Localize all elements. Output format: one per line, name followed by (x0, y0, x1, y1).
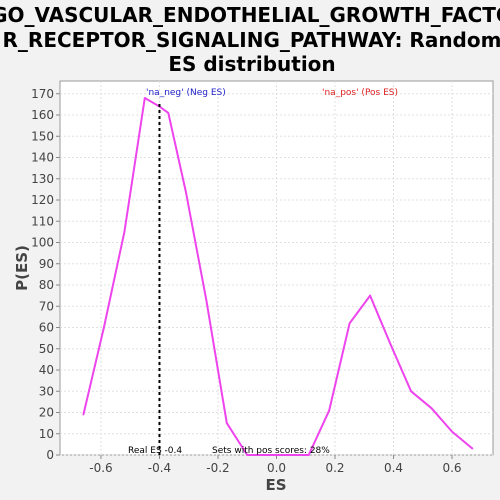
pos-sets-label: Sets with pos scores: 28% (212, 446, 330, 456)
data-point (266, 454, 269, 456)
data-point (389, 343, 392, 346)
y-tick-label: 70 (39, 299, 54, 313)
y-tick-label: 120 (31, 193, 54, 207)
data-point (185, 190, 187, 193)
y-tick-label: 90 (39, 257, 54, 271)
plot-area (59, 80, 494, 456)
y-axis-ticks: 0 10 20 30 40 50 60 70 80 90 100 110 120 130 140 150 160… (31, 87, 60, 462)
y-tick-label: 80 (39, 278, 54, 292)
x-axis-ticks: -0.6 -0.4 -0.2 0.0 0.2 0.4 0.6 (89, 455, 462, 475)
y-tick-label: 60 (39, 321, 54, 335)
y-tick-label: 130 (31, 172, 54, 186)
neg-es-label: 'na_neg' (Neg ES) (146, 88, 226, 98)
data-point (348, 322, 351, 325)
y-tick-label: 160 (31, 108, 54, 122)
y-tick-label: 50 (39, 342, 54, 356)
data-point (205, 299, 208, 301)
y-tick-label: 20 (39, 406, 54, 420)
data-point (451, 430, 453, 433)
y-tick-label: 40 (39, 363, 54, 377)
chart-title-line-2: R_RECEPTOR_SIGNALING_PATHWAY: Random (3, 28, 500, 52)
chart-title-line-3: ES distribution (168, 52, 335, 76)
y-axis-label: P(ES) (13, 245, 31, 291)
x-tick-label: -0.6 (89, 461, 112, 475)
data-point (82, 413, 85, 416)
data-point (287, 454, 290, 456)
series-group (82, 97, 474, 456)
y-tick-label: 170 (31, 87, 54, 101)
y-tick-label: 100 (31, 236, 54, 250)
x-tick-label: 0.0 (267, 461, 286, 475)
chart-title-line-1: GO_VASCULAR_ENDOTHELIAL_GROWTH_FACTO (0, 3, 500, 27)
x-tick-label: -0.2 (206, 461, 229, 475)
data-point (369, 294, 371, 297)
y-tick-label: 140 (31, 151, 54, 165)
x-axis-label: ES (265, 476, 286, 494)
data-point (410, 390, 412, 393)
data-point (430, 407, 433, 410)
y-tick-label: 0 (46, 448, 54, 462)
y-tick-label: 110 (31, 214, 54, 228)
y-tick-label: 30 (39, 384, 54, 398)
y-tick-label: 150 (31, 129, 54, 143)
data-point (103, 326, 105, 329)
data-point (471, 447, 474, 450)
data-point (123, 231, 126, 233)
y-tick-label: 10 (39, 427, 54, 441)
data-point (167, 112, 170, 114)
real-es-label: Real ES -0.4 (128, 446, 182, 456)
data-point (225, 422, 228, 424)
data-point (144, 97, 146, 99)
x-tick-label: 0.4 (384, 461, 403, 475)
data-point (328, 409, 330, 412)
pos-es-label: 'na_pos' (Pos ES) (322, 88, 398, 98)
data-point (307, 454, 310, 456)
x-tick-label: -0.4 (148, 461, 171, 475)
x-tick-label: 0.6 (442, 461, 461, 475)
x-tick-label: 0.2 (325, 461, 344, 475)
data-point (246, 454, 249, 456)
